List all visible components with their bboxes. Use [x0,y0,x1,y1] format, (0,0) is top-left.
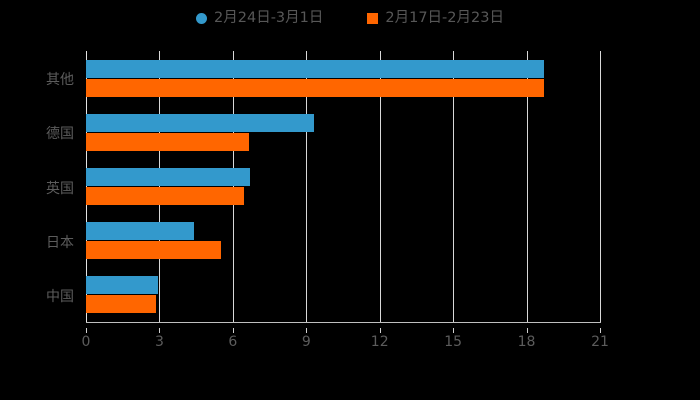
gridline-x-9 [306,51,308,322]
y-axis-label-其他: 其他 [46,72,74,89]
legend-square-marker-icon [367,12,379,24]
x-axis-label-18: 18 [517,334,536,350]
x-tick-mark-12 [379,328,381,333]
y-axis-label-德国: 德国 [46,126,74,143]
gridline-x-3 [159,51,161,322]
bar-group-德国 [86,113,600,151]
legend-item-label: 2月17日-2月23日 [385,9,504,26]
x-axis-label-0: 0 [81,334,91,350]
legend-item-label: 2月24日-3月1日 [214,9,324,26]
x-axis-label-12: 12 [370,334,389,350]
y-axis-labels: 中国 日本 英国 德国 其他 [0,51,86,322]
bar-日本-series-1[interactable] [86,241,221,260]
x-tick-mark-3 [159,328,161,333]
y-axis-label-英国: 英国 [46,180,74,197]
x-axis-label-3: 3 [154,334,164,350]
x-tick-mark-21 [600,328,601,333]
y-axis-label-日本: 日本 [46,234,74,251]
legend-circle-marker-icon [196,12,208,24]
gridline-x-0 [86,51,87,322]
x-axis-label-6: 6 [228,334,238,350]
bar-中国-series-0[interactable] [86,276,159,295]
x-axis-label-21: 21 [591,334,609,350]
bar-日本-series-0[interactable] [86,222,194,241]
bar-德国-series-0[interactable] [86,113,314,132]
bar-group-中国 [86,276,600,314]
gridline-x-12 [379,51,381,322]
x-tick-mark-15 [453,328,455,333]
legend-item-series-0[interactable]: 2月24日-3月1日 [196,11,323,26]
x-axis-labels: 0 3 6 9 12 15 18 21 [82,328,609,350]
y-axis-label-中国: 中国 [46,288,74,305]
x-tick-mark-9 [306,328,308,333]
bar-group-日本 [86,222,600,260]
x-axis-label-9: 9 [301,334,311,350]
bar-group-英国 [86,168,600,205]
bar-其他-series-0[interactable] [86,59,544,78]
bar-group-其他 [86,59,600,97]
x-axis-label-15: 15 [444,334,463,350]
bar-中国-series-1[interactable] [86,295,156,314]
gridline-x-18 [526,51,528,322]
bar-德国-series-1[interactable] [86,132,249,151]
plot-area [86,51,601,322]
gridline-x-6 [232,51,234,322]
bar-其他-series-1[interactable] [86,78,544,97]
gridline-x-15 [453,51,455,322]
x-tick-mark-6 [232,328,234,333]
x-tick-mark-0 [86,328,87,333]
legend-item-series-1[interactable]: 2月17日-2月23日 [367,11,504,26]
bar-英国-series-1[interactable] [86,187,244,205]
bar-英国-series-0[interactable] [86,168,250,186]
chart-legend: 2月24日-3月1日 2月17日-2月23日 [0,7,700,29]
gridline-x-21 [600,51,601,322]
x-tick-mark-18 [526,328,528,333]
x-axis-line [86,322,601,323]
